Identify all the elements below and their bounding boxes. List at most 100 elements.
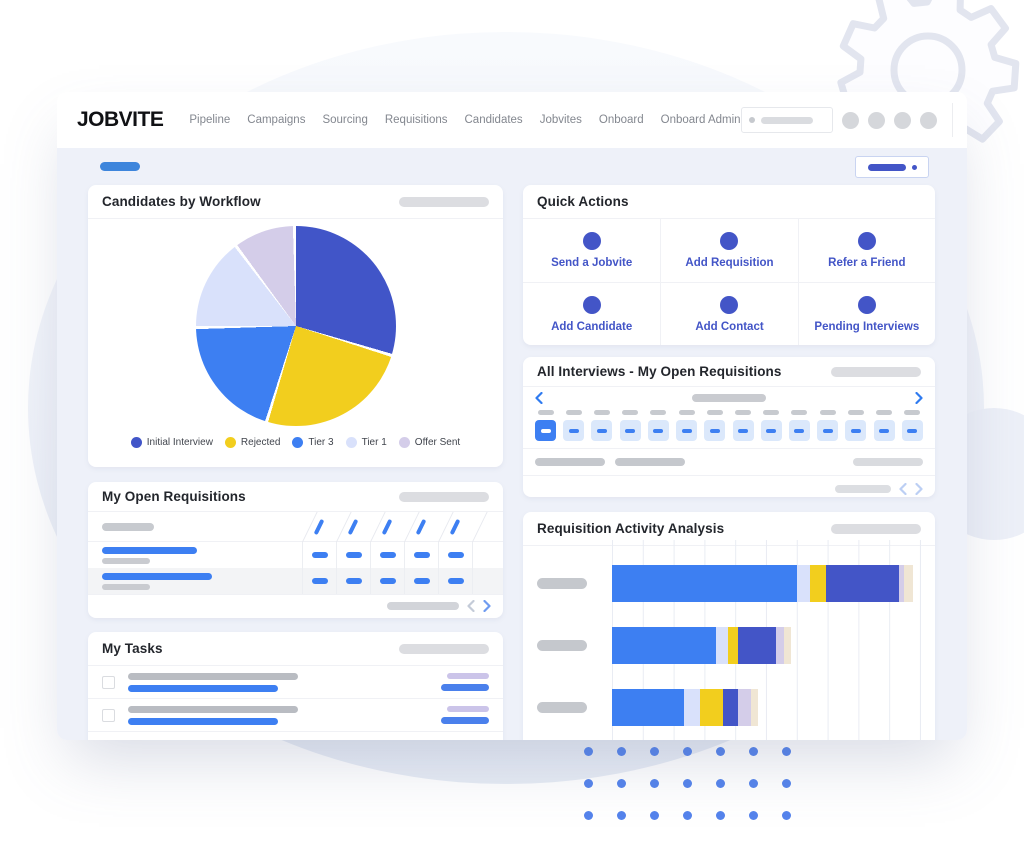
- nav-item-jobvites[interactable]: Jobvites: [539, 114, 582, 126]
- calendar-day-6[interactable]: [676, 410, 698, 441]
- page-prev-icon[interactable]: [899, 483, 907, 495]
- calendar-day-tile[interactable]: [676, 420, 698, 441]
- quick-action-add-candidate[interactable]: Add Candidate: [523, 282, 661, 345]
- tile-dash: [879, 428, 890, 433]
- calendar-day-7[interactable]: [704, 410, 726, 441]
- task-checkbox[interactable]: [102, 675, 115, 689]
- calendar-day-tile[interactable]: [873, 420, 895, 441]
- calendar-day-4[interactable]: [619, 410, 641, 441]
- calendar-day-11[interactable]: [817, 410, 839, 441]
- header-menu-pill[interactable]: [399, 196, 489, 207]
- dashboard-settings-button[interactable]: [855, 156, 929, 178]
- calendar-day-tile[interactable]: [535, 420, 556, 441]
- calendar-prev-icon[interactable]: [535, 391, 543, 404]
- nav-item-onboard-admin[interactable]: Onboard Admin: [660, 114, 741, 126]
- calendar-day-8[interactable]: [732, 410, 754, 441]
- calendar-day-tile[interactable]: [619, 420, 641, 441]
- requisition-subtext: [102, 583, 150, 590]
- decor-dot: [749, 811, 758, 820]
- legend-item-tier-1: Tier 1: [345, 437, 387, 448]
- decor-dot: [584, 779, 593, 788]
- segment-blue: [612, 627, 716, 664]
- nav-item-campaigns[interactable]: Campaigns: [247, 114, 306, 126]
- calendar-day-2[interactable]: [563, 410, 585, 441]
- tasks-list: [88, 666, 503, 732]
- search-input[interactable]: [740, 107, 833, 133]
- header-menu-pill[interactable]: [399, 491, 489, 502]
- column-separator: [472, 512, 488, 542]
- calendar-day-1[interactable]: [535, 410, 556, 441]
- page-next-icon[interactable]: [483, 600, 491, 612]
- column-header-slash: [313, 518, 325, 536]
- nav-icon-1[interactable]: [841, 111, 859, 129]
- info-pill: [853, 458, 923, 466]
- calendar-day-10[interactable]: [788, 410, 810, 441]
- stacked-bar-chart: [523, 540, 935, 740]
- dashboard-content: Candidates by Workflow Initial Interview…: [57, 148, 967, 740]
- bar-row-2: [523, 627, 921, 664]
- task-action-pill[interactable]: [441, 717, 489, 724]
- quick-action-send-a-jobvite[interactable]: Send a Jobvite: [523, 219, 660, 282]
- legend-item-rejected: Rejected: [224, 437, 280, 448]
- quick-action-add-contact[interactable]: Add Contact: [660, 282, 798, 345]
- calendar-day-tile[interactable]: [845, 420, 867, 441]
- nav-item-requisitions[interactable]: Requisitions: [384, 114, 448, 126]
- day-label-pill: [876, 410, 893, 415]
- task-link-bar[interactable]: [128, 684, 278, 692]
- column-header-slash: [415, 518, 427, 536]
- calendar-day-tile[interactable]: [704, 420, 726, 441]
- quick-action-pending-interviews[interactable]: Pending Interviews: [797, 282, 935, 345]
- day-label-pill: [622, 410, 639, 415]
- calendar-day-tile[interactable]: [732, 420, 754, 441]
- calendar-day-tile[interactable]: [647, 420, 669, 441]
- task-action-pill[interactable]: [441, 684, 489, 691]
- day-label-pill: [678, 410, 695, 415]
- task-link-bar[interactable]: [128, 717, 278, 725]
- page-next-icon[interactable]: [915, 483, 923, 495]
- calendar-day-tile[interactable]: [788, 420, 810, 441]
- calendar-day-tile[interactable]: [760, 420, 782, 441]
- calendar-day-tile[interactable]: [817, 420, 839, 441]
- day-label-pill: [904, 410, 921, 415]
- calendar-day-5[interactable]: [647, 410, 669, 441]
- pie-chart-area: [88, 219, 503, 426]
- cell-value-dash: [379, 552, 396, 558]
- cell-value-dash: [413, 578, 430, 584]
- calendar-day-tile[interactable]: [901, 420, 923, 441]
- calendar-day-9[interactable]: [760, 410, 782, 441]
- quick-action-add-requisition[interactable]: Add Requisition: [660, 219, 797, 282]
- nav-icon-3[interactable]: [893, 111, 911, 129]
- nav-item-onboard[interactable]: Onboard: [598, 114, 644, 126]
- column-header-slash: [449, 518, 461, 536]
- cell-value-dash: [447, 552, 464, 558]
- jobvite-logo: JOBVITE: [77, 108, 164, 131]
- tile-dash: [540, 428, 551, 433]
- quick-action-refer-a-friend[interactable]: Refer a Friend: [797, 219, 935, 282]
- task-checkbox[interactable]: [102, 708, 115, 722]
- nav-item-pipeline[interactable]: Pipeline: [189, 114, 231, 126]
- header-menu-pill[interactable]: [399, 643, 489, 654]
- header-menu-pill[interactable]: [831, 366, 921, 377]
- requisition-cells: [302, 542, 500, 568]
- calendar-day-13[interactable]: [873, 410, 895, 441]
- calendar-day-tile[interactable]: [563, 420, 585, 441]
- nav-item-candidates[interactable]: Candidates: [464, 114, 523, 126]
- page-prev-icon[interactable]: [467, 600, 475, 612]
- page-breadcrumb-pill: [100, 162, 140, 171]
- calendar-day-14[interactable]: [901, 410, 923, 441]
- nav-item-sourcing[interactable]: Sourcing: [322, 114, 368, 126]
- card-requisition-activity: Requisition Activity Analysis: [523, 512, 935, 740]
- calendar-day-tile[interactable]: [591, 420, 613, 441]
- nav-icon-2[interactable]: [867, 111, 885, 129]
- nav-icon-4[interactable]: [919, 111, 937, 129]
- category-label-pill: [537, 702, 587, 713]
- header-menu-pill[interactable]: [831, 523, 921, 534]
- calendar-day-12[interactable]: [845, 410, 867, 441]
- decor-dot: [617, 811, 626, 820]
- requisition-cell: [370, 568, 404, 594]
- workflow-pie-chart[interactable]: [195, 226, 396, 426]
- requisition-link[interactable]: [102, 572, 212, 580]
- calendar-next-icon[interactable]: [915, 391, 923, 404]
- calendar-day-3[interactable]: [591, 410, 613, 441]
- requisition-link[interactable]: [102, 546, 197, 554]
